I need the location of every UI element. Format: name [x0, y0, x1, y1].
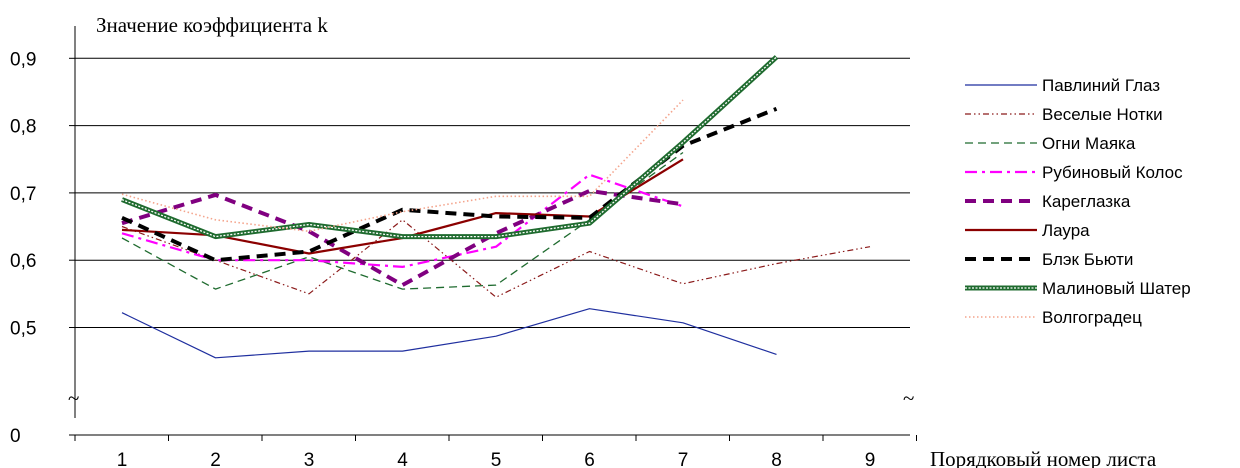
y-tick-label: 0,5 [10, 319, 36, 340]
legend-item: Лаура [965, 221, 1090, 240]
legend-label: Павлиний Глаз [1042, 76, 1160, 95]
legend-label: Рубиновый Колос [1042, 163, 1183, 182]
legend-item: Рубиновый Колос [965, 163, 1183, 182]
legend-item: Веселые Нотки [965, 105, 1163, 124]
legend: Павлиний Глаз Веселые Нотки Огни Маяка Руби… [965, 76, 1191, 327]
legend-label: Блэк Бьюти [1042, 250, 1133, 269]
y-axis-title: Значение коэффициента k [96, 13, 328, 37]
legend-item: Волгоградец [965, 308, 1142, 327]
legend-item: Огни Маяка [965, 134, 1136, 153]
x-tick-label: 1 [117, 450, 128, 468]
series-line [121, 219, 871, 298]
x-tick-label: 9 [865, 450, 876, 468]
axes [74, 26, 910, 436]
x-tick-label: 8 [771, 450, 782, 468]
series-line [121, 173, 684, 268]
y-tick-label-zero: 0 [10, 426, 21, 447]
y-tick-labels: 0,5 0,6 0,7 0,8 0,9 [10, 49, 36, 339]
y-tick-label: 0,6 [10, 251, 36, 272]
y-tick-label: 0,7 [10, 184, 36, 205]
series-line [121, 158, 684, 255]
legend-item: Малиновый Шатер [965, 279, 1191, 298]
legend-label: Волгоградец [1042, 308, 1142, 327]
axis-break-glyph-left: ~ [68, 386, 79, 410]
legend-item: Блэк Бьюти [965, 250, 1133, 269]
x-tick-label: 5 [491, 450, 502, 468]
x-tick-label: 2 [210, 450, 221, 468]
axis-break-glyph-right: ~ [903, 386, 914, 410]
legend-label: Малиновый Шатер [1042, 279, 1191, 298]
series-line [121, 55, 779, 240]
series-line [121, 188, 684, 288]
series-line [121, 151, 684, 290]
series-lines [121, 55, 871, 359]
legend-label: Лаура [1042, 221, 1090, 240]
legend-item: Павлиний Глаз [965, 76, 1160, 95]
x-tick-label: 7 [678, 450, 689, 468]
legend-label: Веселые Нотки [1042, 105, 1163, 124]
legend-label: Кареглазка [1042, 192, 1131, 211]
gridlines [69, 57, 910, 436]
series-line-inner [121, 56, 777, 238]
legend-label: Огни Маяка [1042, 134, 1136, 153]
x-tick-label: 3 [304, 450, 315, 468]
series-line [121, 308, 777, 359]
x-axis-title: Порядковый номер листа [930, 447, 1157, 468]
y-tick-label: 0,8 [10, 117, 36, 138]
x-tick-labels: 1 2 3 4 5 6 7 8 9 [74, 435, 917, 468]
x-tick-label: 4 [397, 450, 408, 468]
y-tick-label: 0,9 [10, 49, 36, 70]
series-line [121, 99, 684, 233]
x-tick-label: 6 [584, 450, 595, 468]
legend-item: Кареглазка [965, 192, 1131, 211]
